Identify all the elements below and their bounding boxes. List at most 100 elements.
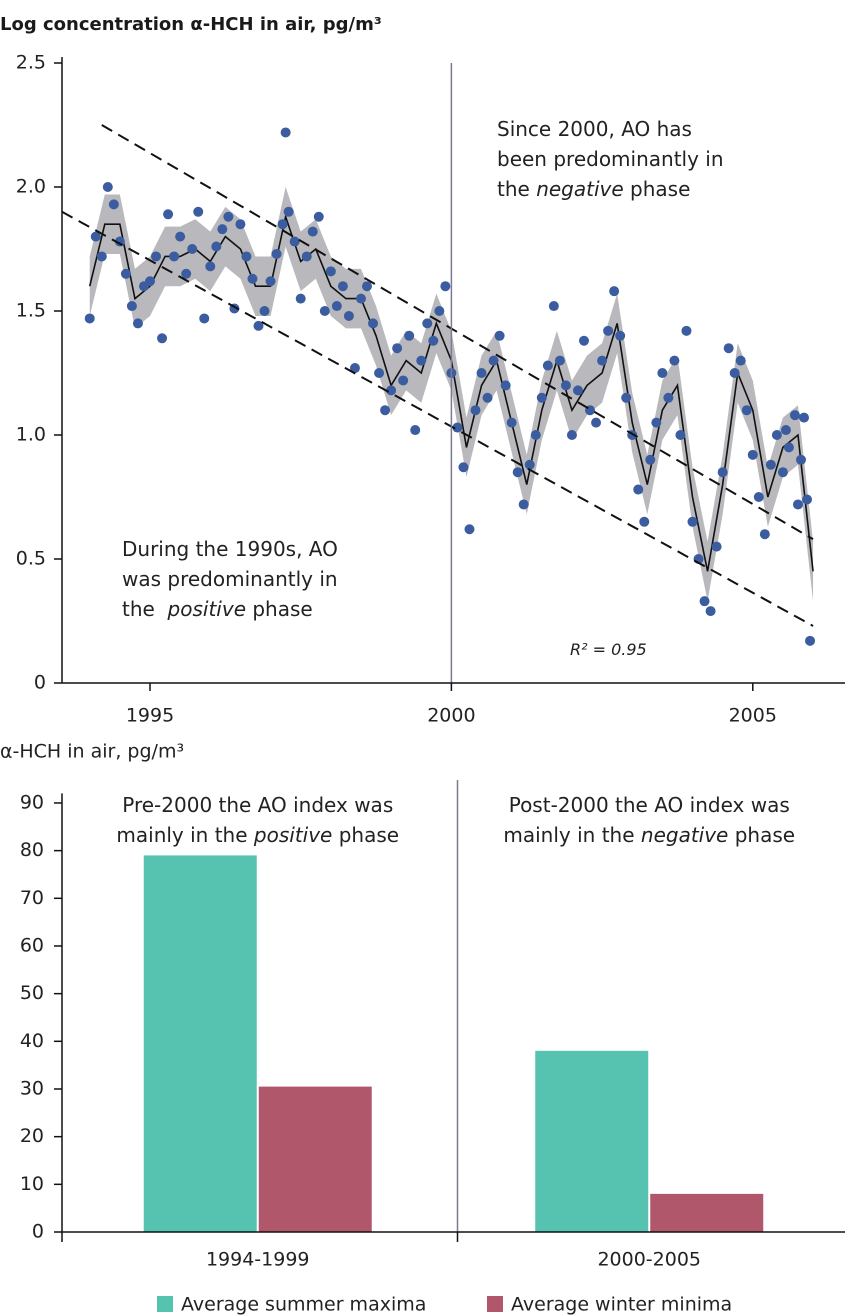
data-point — [699, 596, 710, 607]
annotation-text: Pre-2000 the AO index was — [122, 793, 393, 817]
data-point — [280, 127, 291, 138]
data-point — [657, 368, 668, 378]
data-point — [741, 405, 752, 416]
data-point — [380, 405, 391, 416]
data-point — [651, 417, 662, 428]
data-point — [392, 343, 403, 354]
data-point — [488, 355, 499, 366]
data-point — [217, 224, 228, 235]
data-point — [609, 286, 620, 297]
annotation-text: positive — [167, 597, 246, 621]
data-point — [157, 333, 168, 344]
trend-line — [61, 210, 814, 627]
y-tick-label: 0 — [34, 672, 46, 694]
data-point — [96, 251, 107, 262]
data-point — [355, 293, 366, 304]
data-point — [494, 330, 505, 341]
data-point — [470, 405, 481, 416]
data-point — [805, 635, 816, 646]
data-point — [362, 281, 373, 292]
data-point — [799, 412, 810, 423]
data-point — [126, 301, 137, 312]
bar — [258, 1086, 372, 1232]
data-point — [265, 276, 276, 287]
data-point — [331, 301, 342, 312]
data-point — [524, 459, 535, 470]
data-point — [615, 330, 626, 341]
data-point — [452, 422, 463, 433]
data-point — [349, 363, 360, 374]
data-point — [500, 380, 511, 391]
data-point — [295, 293, 306, 304]
bar — [650, 1193, 764, 1232]
data-point — [259, 306, 270, 316]
data-point — [205, 261, 216, 272]
legend-swatch — [157, 1296, 173, 1312]
y-tick-label: 20 — [20, 1125, 44, 1147]
data-point — [566, 430, 577, 440]
data-point — [747, 449, 758, 460]
annotation: was predominantly in — [122, 567, 338, 591]
data-point — [163, 209, 174, 220]
y-tick-label: 0 — [32, 1221, 44, 1243]
data-point — [458, 462, 469, 473]
bar — [535, 1050, 649, 1232]
annotation-text: negative — [641, 823, 728, 847]
data-point — [542, 360, 553, 371]
data-point — [476, 368, 487, 378]
data-point — [181, 268, 192, 279]
data-point — [422, 318, 433, 329]
annotation: the negative phase — [497, 177, 690, 201]
annotation: Since 2000, AO has — [497, 117, 692, 141]
data-point — [645, 454, 656, 465]
data-point — [199, 313, 210, 324]
data-point — [633, 484, 644, 495]
data-point — [84, 313, 95, 324]
data-point — [771, 430, 782, 440]
annotation-text: Post-2000 the AO index was — [509, 793, 790, 817]
data-point — [506, 417, 517, 428]
y-tick-label: 1.5 — [16, 300, 46, 322]
data-point — [717, 467, 728, 478]
annotation-text: phase — [332, 823, 399, 847]
data-point — [301, 251, 312, 262]
data-point — [464, 524, 475, 535]
data-point — [669, 355, 680, 366]
x-tick-label: 2000 — [427, 705, 475, 727]
y-tick-label: 80 — [20, 839, 44, 861]
y-tick-label: 40 — [20, 1030, 44, 1052]
annotation-text: the — [497, 177, 536, 201]
data-point — [428, 335, 439, 346]
data-point — [711, 541, 722, 552]
data-point — [416, 355, 427, 366]
data-point — [705, 606, 716, 617]
data-point — [211, 241, 222, 252]
annotation: the positive phase — [122, 597, 313, 621]
data-point — [723, 343, 734, 354]
annotation: Pre-2000 the AO index was — [122, 793, 393, 817]
data-point — [404, 330, 415, 341]
annotation-text: the — [122, 597, 168, 621]
data-point — [783, 442, 794, 453]
data-point — [193, 206, 204, 217]
data-point — [621, 392, 632, 403]
chart-title: Log concentration α-HCH in air, pg/m³ — [0, 14, 382, 35]
trend-line — [101, 124, 814, 541]
data-point — [247, 273, 258, 284]
annotation-text: During the 1990s, AO — [122, 537, 338, 561]
data-point — [560, 380, 571, 391]
data-point — [579, 335, 589, 346]
data-point — [572, 385, 583, 396]
data-point — [512, 467, 523, 478]
data-point — [235, 219, 246, 230]
x-tick-label: 2000-2005 — [597, 1249, 701, 1271]
data-point — [398, 375, 409, 386]
y-tick-label: 2.5 — [16, 52, 46, 74]
data-point — [759, 529, 770, 540]
y-tick-label: 30 — [20, 1077, 44, 1099]
x-tick-label: 2005 — [729, 705, 777, 727]
data-point — [548, 301, 559, 312]
data-point — [90, 231, 101, 242]
data-point — [102, 182, 113, 192]
data-point — [675, 430, 686, 440]
